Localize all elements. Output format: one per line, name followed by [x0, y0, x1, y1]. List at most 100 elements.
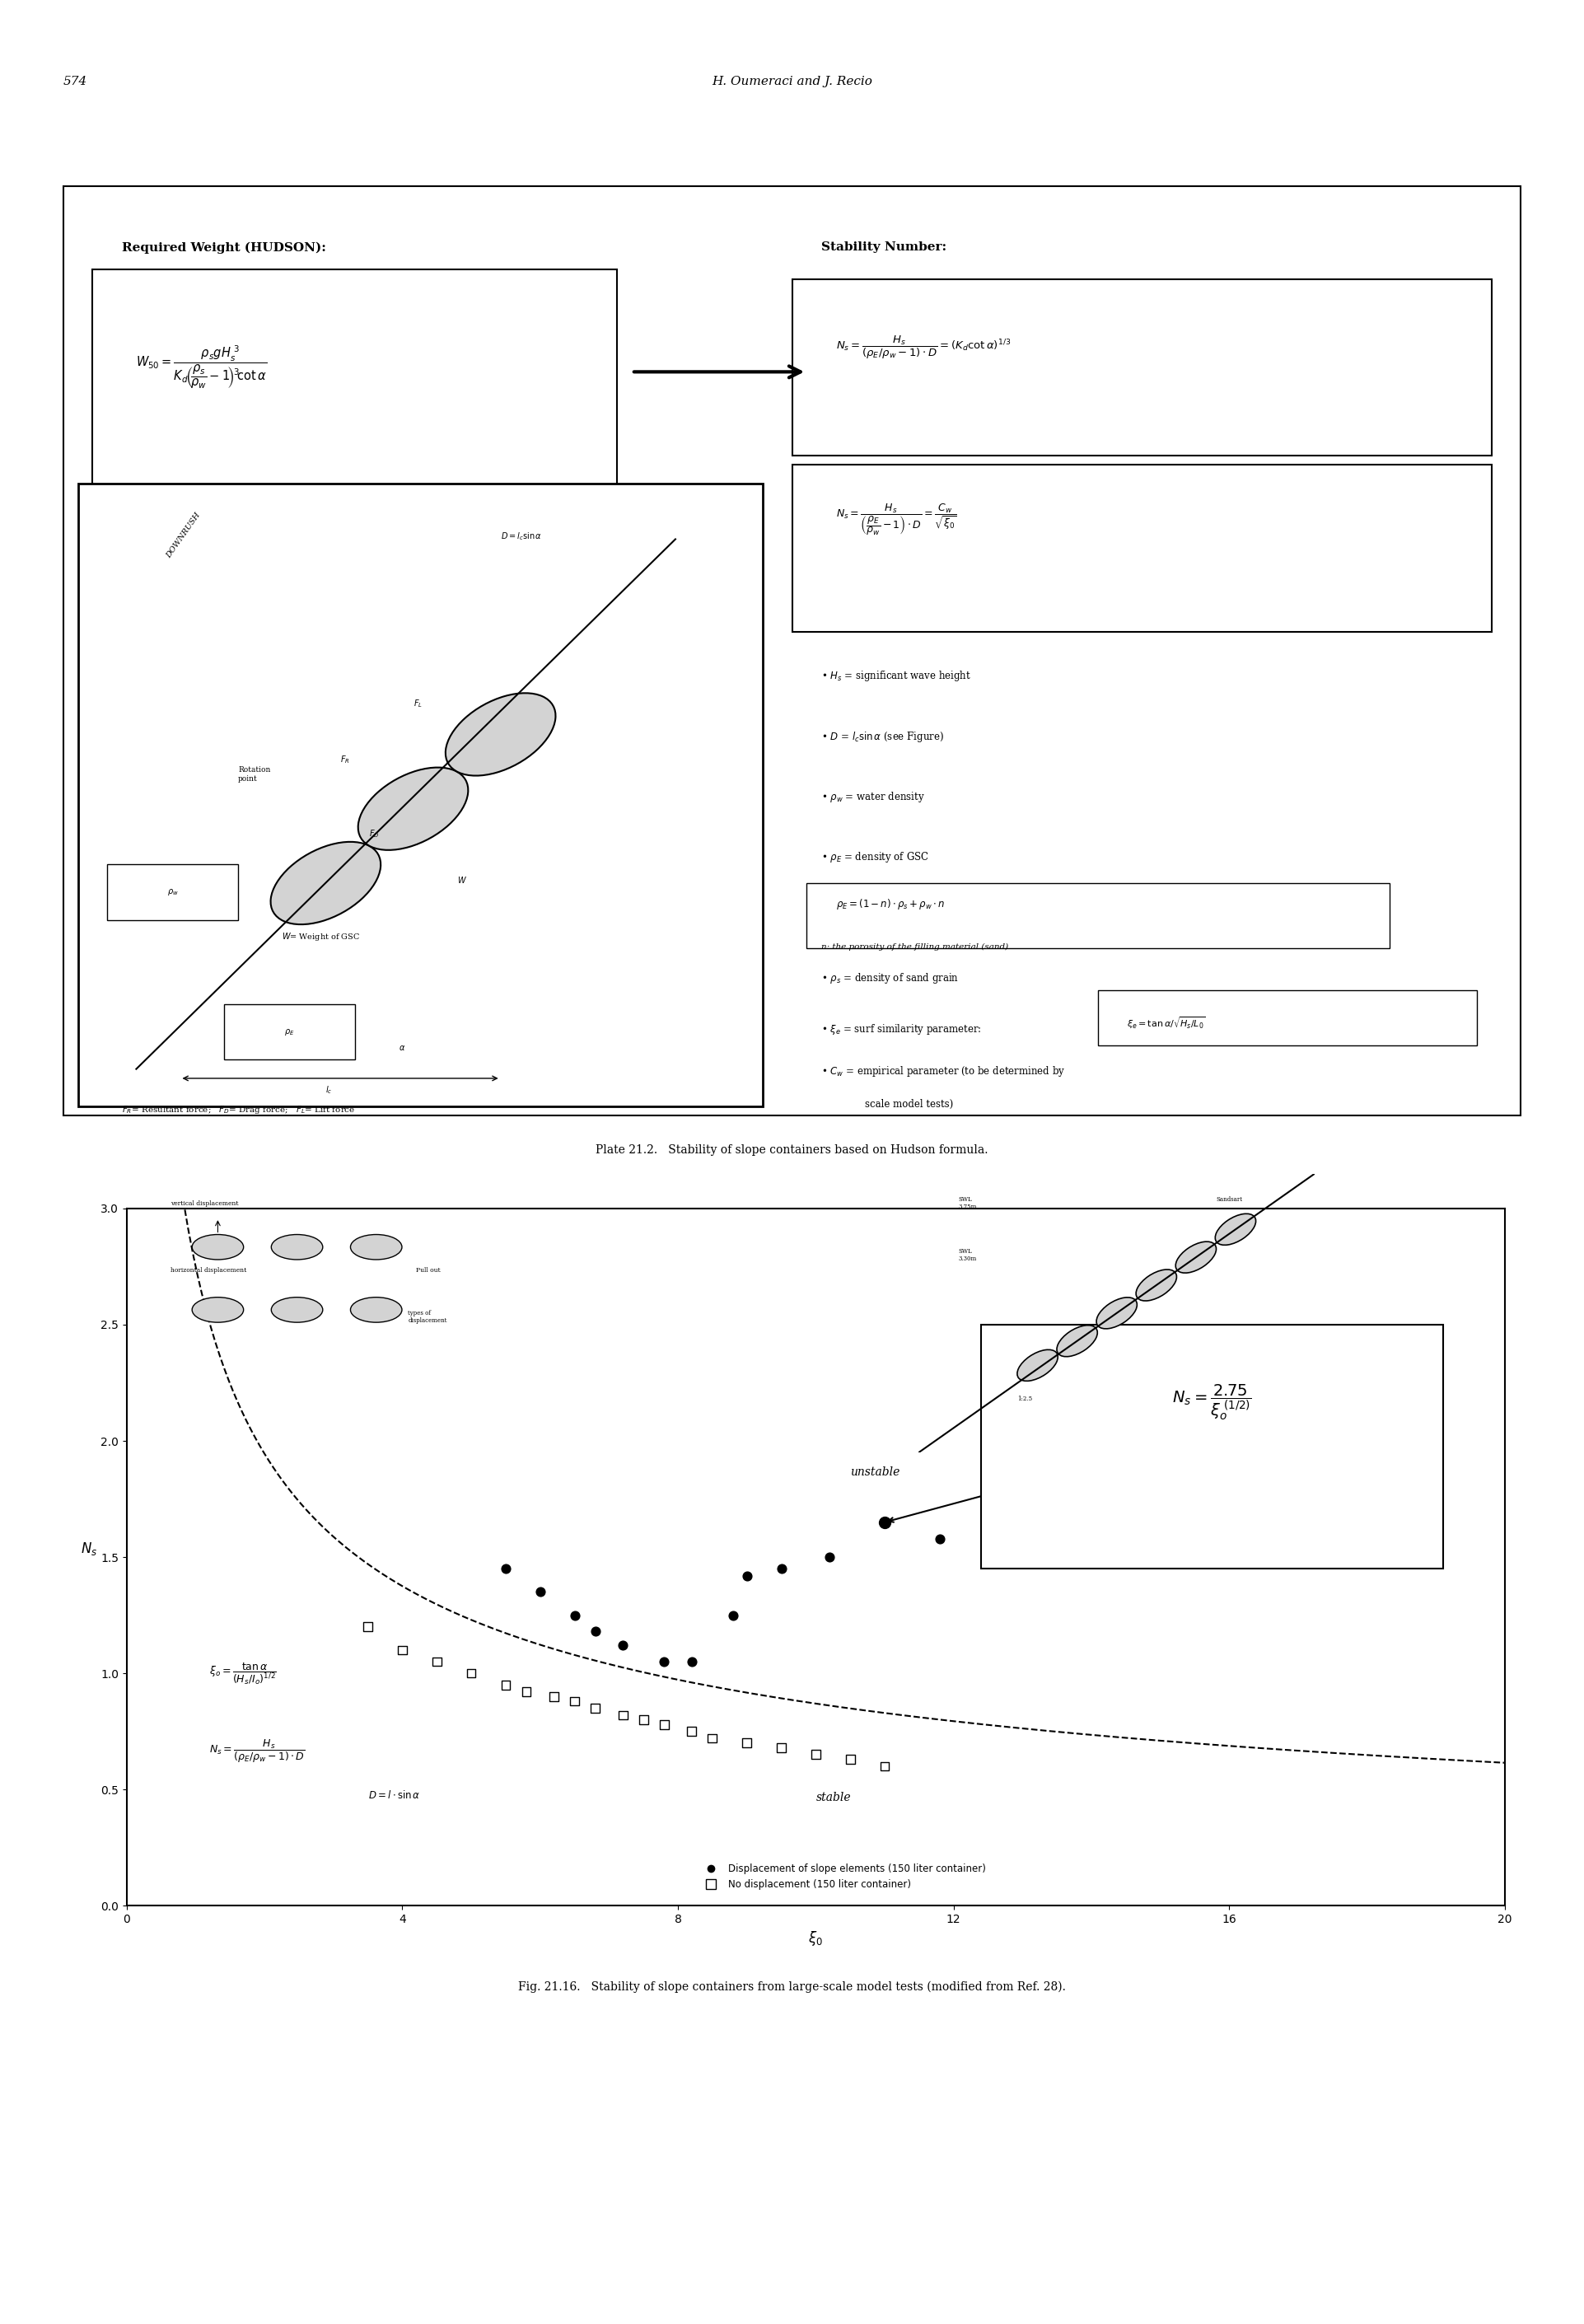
FancyBboxPatch shape [108, 865, 238, 920]
Text: SWL
3.75m: SWL 3.75m [958, 1197, 977, 1211]
Text: $N_s = \dfrac{H_s}{\left(\dfrac{\rho_E}{\rho_w}-1\right)\cdot D} = \dfrac{C_w}{\: $N_s = \dfrac{H_s}{\left(\dfrac{\rho_E}{… [836, 502, 957, 537]
Point [873, 1504, 898, 1541]
Text: $F_D$: $F_D$ [369, 827, 380, 839]
Text: $\xi_e = \tan\alpha/\sqrt{H_s/L_0}$: $\xi_e = \tan\alpha/\sqrt{H_s/L_0}$ [1128, 1016, 1205, 1030]
Ellipse shape [445, 693, 556, 776]
Text: Rotation
point: Rotation point [238, 767, 271, 783]
Text: $\rho_w$: $\rho_w$ [166, 888, 179, 897]
Y-axis label: $N_s$: $N_s$ [81, 1541, 98, 1557]
Ellipse shape [1057, 1325, 1098, 1357]
Displacement of slope elements (150 liter container) [651, 1643, 676, 1680]
Text: Sandsart: Sandsart [1217, 1197, 1242, 1204]
Text: $F_L$: $F_L$ [413, 697, 423, 709]
Text: Stability Number:: Stability Number: [821, 242, 947, 253]
Text: Fig. 21.16.   Stability of slope containers from large-scale model tests (modifi: Fig. 21.16. Stability of slope container… [518, 1980, 1066, 1994]
Text: SWL
3.30m: SWL 3.30m [958, 1248, 977, 1262]
Text: H. Oumeraci and J. Recio: H. Oumeraci and J. Recio [711, 77, 873, 86]
FancyBboxPatch shape [78, 483, 763, 1106]
Ellipse shape [271, 1234, 323, 1260]
No displacement (150 liter container) [493, 1666, 518, 1703]
FancyBboxPatch shape [806, 883, 1389, 948]
Ellipse shape [1096, 1297, 1137, 1329]
Text: unstable: unstable [851, 1466, 900, 1478]
Text: $W$= Weight of GSC: $W$= Weight of GSC [282, 930, 361, 941]
Text: Required Weight (HUDSON):: Required Weight (HUDSON): [122, 242, 326, 253]
FancyBboxPatch shape [980, 1325, 1443, 1569]
No displacement (150 liter container) [355, 1608, 380, 1645]
Ellipse shape [192, 1297, 244, 1322]
No displacement (150 liter container) [542, 1678, 567, 1715]
FancyBboxPatch shape [92, 270, 618, 493]
Text: $\rho_E = (1-n)\cdot\rho_s + \rho_w \cdot n$: $\rho_E = (1-n)\cdot\rho_s + \rho_w \cdo… [836, 897, 944, 911]
Ellipse shape [192, 1234, 244, 1260]
Text: • $H_s$ = significant wave height: • $H_s$ = significant wave height [821, 669, 971, 683]
Text: $\alpha$: $\alpha$ [399, 1043, 406, 1053]
Displacement of slope elements (150 liter container) [735, 1557, 760, 1594]
FancyBboxPatch shape [792, 465, 1492, 632]
Text: 1:2.5: 1:2.5 [1019, 1394, 1033, 1401]
Text: $W$: $W$ [456, 874, 467, 885]
Ellipse shape [350, 1297, 402, 1322]
No displacement (150 liter container) [700, 1720, 725, 1757]
Displacement of slope elements (150 liter container) [817, 1538, 843, 1576]
Text: • $D$ = $l_c \sin\alpha$ (see Figure): • $D$ = $l_c \sin\alpha$ (see Figure) [821, 730, 944, 744]
Text: $F_R$= Resultant force;   $F_D$= Drag force;   $F_L$= Lift force: $F_R$= Resultant force; $F_D$= Drag forc… [122, 1104, 355, 1116]
Ellipse shape [1175, 1241, 1217, 1274]
Text: $F_R$: $F_R$ [341, 753, 350, 765]
No displacement (150 liter container) [630, 1701, 656, 1738]
No displacement (150 liter container) [680, 1713, 705, 1750]
Ellipse shape [271, 841, 380, 925]
No displacement (150 liter container) [803, 1736, 828, 1773]
Ellipse shape [1017, 1350, 1058, 1380]
No displacement (150 liter container) [735, 1724, 760, 1762]
Ellipse shape [350, 1234, 402, 1260]
Text: • $\rho_E$ = density of GSC: • $\rho_E$ = density of GSC [821, 851, 928, 865]
Displacement of slope elements (150 liter container) [583, 1613, 608, 1650]
Text: $N_s = \dfrac{H_s}{\left(\rho_E/\rho_w-1\right)\cdot D} = (K_d \cot\alpha)^{1/3}: $N_s = \dfrac{H_s}{\left(\rho_E/\rho_w-1… [836, 335, 1011, 360]
Displacement of slope elements (150 liter container) [768, 1550, 794, 1587]
Text: $N_s = \dfrac{2.75}{\xi_o^{\;(1/2)}}$: $N_s = \dfrac{2.75}{\xi_o^{\;(1/2)}}$ [1172, 1383, 1251, 1422]
Legend: Displacement of slope elements (150 liter container), No displacement (150 liter: Displacement of slope elements (150 lite… [697, 1859, 990, 1894]
Text: $N_s = \dfrac{H_s}{\left(\rho_E/\rho_w - 1\right)\cdot D}$: $N_s = \dfrac{H_s}{\left(\rho_E/\rho_w -… [209, 1738, 306, 1764]
Displacement of slope elements (150 liter container) [610, 1627, 635, 1664]
No displacement (150 liter container) [768, 1729, 794, 1766]
Displacement of slope elements (150 liter container) [680, 1643, 705, 1680]
No displacement (150 liter container) [425, 1643, 450, 1680]
Text: $l_c$: $l_c$ [326, 1083, 333, 1095]
Text: vertical displacement: vertical displacement [171, 1199, 238, 1206]
Ellipse shape [271, 1297, 323, 1322]
No displacement (150 liter container) [513, 1673, 539, 1710]
Text: • $\rho_w$ = water density: • $\rho_w$ = water density [821, 790, 925, 804]
Ellipse shape [358, 767, 469, 851]
No displacement (150 liter container) [459, 1655, 485, 1692]
Text: • $\xi_e$ = surf similarity parameter:: • $\xi_e$ = surf similarity parameter: [821, 1023, 982, 1037]
Displacement of slope elements (150 liter container) [927, 1520, 952, 1557]
Text: n: the porosity of the filling material (sand): n: the porosity of the filling material … [821, 944, 1009, 951]
Ellipse shape [1215, 1213, 1256, 1246]
No displacement (150 liter container) [390, 1631, 415, 1669]
X-axis label: $\xi_0$: $\xi_0$ [808, 1929, 824, 1948]
Text: $\xi_o = \dfrac{\tan\alpha}{\left(H_s/I_o\right)^{1/2}}$: $\xi_o = \dfrac{\tan\alpha}{\left(H_s/I_… [209, 1662, 277, 1687]
Text: DOWNRUSH: DOWNRUSH [165, 511, 203, 560]
Text: • $\rho_s$ = density of sand grain: • $\rho_s$ = density of sand grain [821, 971, 958, 985]
Text: • $C_w$ = empirical parameter (to be determined by: • $C_w$ = empirical parameter (to be det… [821, 1064, 1064, 1078]
Text: $\rho_E$: $\rho_E$ [284, 1027, 295, 1037]
FancyBboxPatch shape [1098, 990, 1476, 1046]
No displacement (150 liter container) [873, 1748, 898, 1785]
Text: Plate 21.2.   Stability of slope containers based on Hudson formula.: Plate 21.2. Stability of slope container… [596, 1146, 988, 1155]
Text: $W_{50} = \dfrac{\rho_s g H_s^{\;3}}{K_d \!\left(\!\dfrac{\rho_s}{\rho_w}-1\!\ri: $W_{50} = \dfrac{\rho_s g H_s^{\;3}}{K_d… [136, 344, 268, 390]
Text: 574: 574 [63, 77, 87, 86]
Displacement of slope elements (150 liter container) [493, 1550, 518, 1587]
Text: $D = l_c \sin\alpha$: $D = l_c \sin\alpha$ [501, 530, 542, 541]
Text: stable: stable [816, 1792, 851, 1803]
FancyBboxPatch shape [792, 279, 1492, 456]
FancyBboxPatch shape [223, 1004, 355, 1060]
Text: scale model tests): scale model tests) [865, 1099, 954, 1109]
Ellipse shape [1136, 1269, 1177, 1301]
No displacement (150 liter container) [562, 1683, 588, 1720]
Text: horizontal displacement: horizontal displacement [171, 1267, 246, 1274]
Text: $D = l \cdot \sin\alpha$: $D = l \cdot \sin\alpha$ [367, 1789, 420, 1801]
Text: Pull out: Pull out [415, 1267, 440, 1274]
Text: types of
displacement: types of displacement [409, 1311, 447, 1325]
No displacement (150 liter container) [583, 1690, 608, 1727]
